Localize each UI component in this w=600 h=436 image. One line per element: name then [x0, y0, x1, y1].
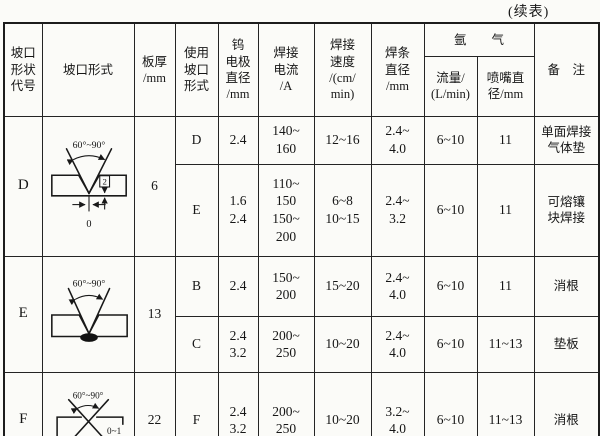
continued-table-label: (续表)	[508, 5, 550, 20]
header-electrode-diameter: 钨 电极 直径 /mm	[217, 22, 259, 117]
electrode-diameter-value: 2.4	[217, 255, 259, 317]
argon-flow-value: 6~10	[423, 315, 478, 373]
welding-current-value: 110~ 150 150~ 200	[257, 163, 315, 257]
remark-value: 可熔镶 块焊接	[533, 163, 600, 257]
table-row: F 60°~90° 0~1	[3, 371, 600, 436]
angle-dimension-label: 60°~90°	[72, 279, 105, 290]
argon-nozzle-value: 11	[476, 255, 535, 317]
plate-thickness-value: 13	[133, 255, 176, 373]
argon-flow-value: 6~10	[423, 371, 478, 436]
v-groove-with-root-bead-diagram-e: 60°~90°	[50, 279, 128, 342]
welding-speed-value: 10~20	[313, 371, 372, 436]
groove-diagram-d-cell: 60°~90° 2 0	[41, 115, 135, 257]
welding-current-value: 200~ 250	[257, 371, 315, 436]
remark-value: 单面焊接 气体垫	[533, 115, 600, 165]
plate-thickness-value: 22	[133, 371, 176, 436]
table-row: E 1.6 2.4 110~ 150 150~ 200 6~8 10~15 2.…	[4, 163, 600, 257]
rod-diameter-value: 2.4~ 3.2	[370, 163, 425, 257]
header-rod-diameter: 焊条 直径 /mm	[370, 22, 425, 117]
header-plate-thickness: 板厚 /mm	[133, 22, 176, 117]
welding-speed-value: 12~16	[313, 115, 372, 165]
welding-current-value: 200~ 250	[257, 315, 315, 373]
header-argon-flow: 流量/ (L/min)	[423, 55, 478, 117]
electrode-diameter-value: 1.6 2.4	[217, 163, 259, 257]
header-used-groove: 使用 坡口 形式	[174, 22, 219, 117]
angle-dimension-label: 60°~90°	[72, 140, 105, 151]
header-remarks: 备 注	[533, 22, 600, 117]
root-bead-shape	[79, 333, 98, 342]
header-welding-current: 焊接 电流 /A	[257, 22, 315, 117]
root-face-dimension-label: 2	[102, 177, 106, 187]
welding-current-value: 140~ 160	[257, 115, 315, 165]
root-gap-dimension-label: 0~1	[107, 426, 122, 436]
rod-diameter-value: 2.4~ 4.0	[370, 115, 425, 165]
used-groove-value: F	[174, 371, 219, 436]
argon-nozzle-value: 11	[476, 115, 535, 165]
argon-flow-value: 6~10	[423, 163, 478, 257]
argon-nozzle-value: 11~13	[476, 371, 535, 436]
welding-speed-value: 15~20	[313, 255, 372, 317]
header-argon-nozzle-diameter: 喷嘴直 径/mm	[476, 55, 535, 117]
welding-speed-value: 10~20	[313, 315, 372, 373]
used-groove-value: E	[174, 163, 219, 257]
remark-value: 消根	[533, 371, 600, 436]
groove-code-e: E	[3, 255, 43, 373]
groove-code-f: F	[3, 371, 43, 436]
electrode-diameter-value: 2.4	[217, 115, 259, 165]
welding-speed-value: 6~8 10~15	[313, 163, 372, 257]
x-groove-diagram-f: 60°~90° 0~1	[55, 391, 126, 436]
groove-diagram-f-cell: 60°~90° 0~1	[41, 371, 135, 436]
argon-nozzle-value: 11~13	[476, 315, 535, 373]
plate-thickness-value: 6	[133, 115, 176, 257]
welding-parameters-table: 坡口 形状 代号 坡口形式 板厚 /mm 使用 坡口 形式 钨 电极 直径 /m…	[3, 22, 600, 436]
header-argon-gas: 氩 气	[423, 22, 535, 57]
used-groove-value: B	[174, 255, 219, 317]
remark-value: 消根	[533, 255, 600, 317]
rod-diameter-value: 2.4~ 4.0	[370, 315, 425, 373]
angle-dimension-label: 60°~90°	[72, 391, 103, 401]
argon-nozzle-value: 11	[476, 163, 535, 257]
welding-current-value: 150~ 200	[257, 255, 315, 317]
header-welding-speed: 焊接 速度 /(cm/ min)	[313, 22, 372, 117]
groove-diagram-e-cell: 60°~90°	[41, 255, 135, 373]
table-row: E 60°~90° 13 B 2.4	[3, 255, 600, 373]
used-groove-value: C	[174, 315, 219, 373]
table-row: D 60°~90° 2	[3, 115, 600, 257]
header-groove-code: 坡口 形状 代号	[3, 22, 43, 117]
v-groove-diagram-d: 60°~90° 2 0	[50, 140, 127, 230]
root-gap-dimension-label: 0	[86, 219, 91, 230]
remark-value: 垫板	[533, 315, 600, 373]
argon-flow-value: 6~10	[423, 115, 478, 165]
groove-code-d: D	[3, 115, 43, 257]
electrode-diameter-value: 2.4 3.2	[217, 371, 259, 436]
rod-diameter-value: 2.4~ 4.0	[370, 255, 425, 317]
rod-diameter-value: 3.2~ 4.0	[370, 371, 425, 436]
header-groove-form: 坡口形式	[41, 22, 135, 117]
argon-flow-value: 6~10	[423, 255, 478, 317]
electrode-diameter-value: 2.4 3.2	[217, 315, 259, 373]
used-groove-value: D	[174, 115, 219, 165]
